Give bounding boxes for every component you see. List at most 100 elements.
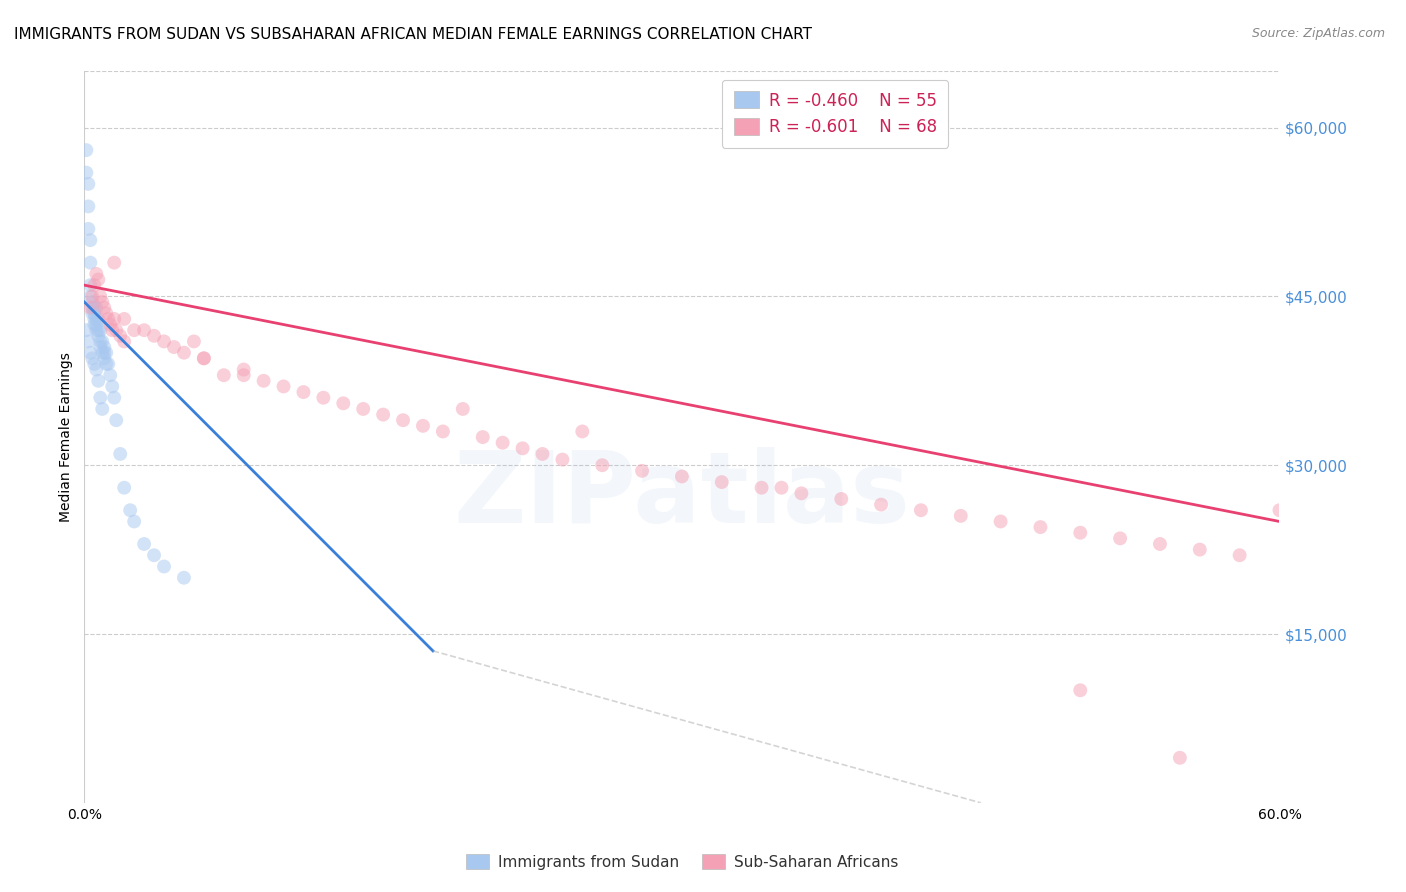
Point [183,334,205,349]
Point [1229,548,1251,562]
Point [83,301,105,315]
Point [132,323,156,337]
Point [412,418,434,433]
Point [352,401,374,416]
Point [451,401,474,416]
Point [143,328,166,343]
Point [253,374,276,388]
Point [97,357,120,371]
Point [86,301,108,315]
Point [98,368,121,383]
Point [93,345,115,359]
Point [87,272,110,286]
Point [710,475,733,489]
Point [1168,751,1191,765]
Point [1268,503,1291,517]
Point [101,323,124,337]
Point [122,323,145,337]
Point [1149,537,1171,551]
Point [86,323,108,337]
Point [82,351,104,366]
Point [332,396,354,410]
Point [312,391,335,405]
Point [75,323,97,337]
Text: IMMIGRANTS FROM SUDAN VS SUBSAHARAN AFRICAN MEDIAN FEMALE EARNINGS CORRELATION C: IMMIGRANTS FROM SUDAN VS SUBSAHARAN AFRI… [14,27,813,42]
Point [232,362,254,376]
Point [91,334,114,349]
Point [122,515,145,529]
Point [671,469,693,483]
Legend: Immigrants from Sudan, Sub-Saharan Africans: Immigrants from Sudan, Sub-Saharan Afric… [460,847,904,876]
Point [153,559,176,574]
Point [96,306,118,320]
Point [432,425,454,439]
Point [1029,520,1052,534]
Point [89,334,111,349]
Point [93,301,115,315]
Point [273,379,295,393]
Point [86,267,108,281]
Point [770,481,793,495]
Point [93,351,115,366]
Point [1188,542,1211,557]
Point [373,408,395,422]
Point [110,447,132,461]
Point [82,306,104,320]
Point [77,222,100,236]
Point [82,289,104,303]
Point [87,323,110,337]
Point [96,345,118,359]
Point [79,255,101,269]
Point [98,318,121,332]
Point [82,301,104,315]
Point [173,571,195,585]
Point [870,498,893,512]
Point [512,442,534,456]
Point [112,334,135,349]
Point [949,508,972,523]
Y-axis label: Median Female Earnings: Median Female Earnings [59,352,73,522]
Point [212,368,235,383]
Point [83,318,105,332]
Point [83,357,105,371]
Point [193,351,215,366]
Point [79,289,101,303]
Point [830,491,852,506]
Point [83,278,105,293]
Point [89,340,111,354]
Point [77,199,100,213]
Point [93,340,115,354]
Point [77,177,100,191]
Point [1069,525,1091,540]
Point [91,401,114,416]
Point [531,447,554,461]
Point [120,503,142,517]
Point [492,435,515,450]
Point [392,413,415,427]
Point [79,301,101,315]
Point [112,481,135,495]
Point [193,351,215,366]
Point [91,345,114,359]
Point [103,255,125,269]
Point [790,486,813,500]
Point [910,503,932,517]
Point [97,312,120,326]
Point [79,278,101,293]
Point [79,233,101,247]
Point [163,340,186,354]
Point [751,481,773,495]
Point [112,312,135,326]
Point [1109,532,1132,546]
Point [96,357,118,371]
Point [87,374,110,388]
Text: Source: ZipAtlas.com: Source: ZipAtlas.com [1251,27,1385,40]
Point [86,318,108,332]
Point [89,323,111,337]
Point [82,295,104,310]
Point [91,295,114,310]
Point [1069,683,1091,698]
Point [83,306,105,320]
Point [87,328,110,343]
Point [143,548,166,562]
